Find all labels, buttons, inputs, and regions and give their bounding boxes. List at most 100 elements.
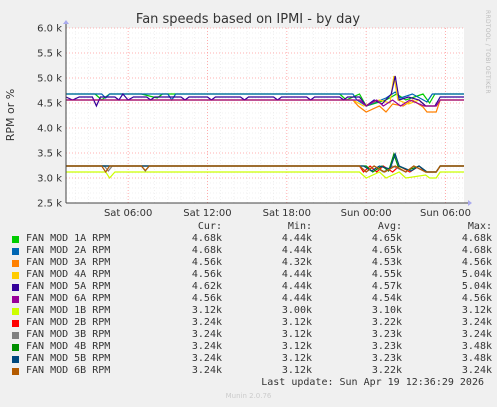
legend-row: FAN MOD 6B RPM 3.24k 3.12k 3.22k 3.24k [12, 365, 492, 377]
legend-cur: 4.56k [191, 269, 222, 280]
legend-cur: 4.62k [191, 281, 222, 292]
legend-min: 4.32k [281, 257, 312, 268]
x-tick-label: Sat 18:00 [263, 208, 311, 219]
legend-avg: 4.57k [371, 281, 402, 292]
legend-max: 3.24k [461, 329, 492, 340]
legend-avg: 4.55k [371, 269, 402, 280]
legend-header-avg: Avg: [377, 221, 402, 232]
legend-row: FAN MOD 3B RPM 3.24k 3.12k 3.23k 3.24k [12, 329, 492, 341]
legend-row: FAN MOD 5B RPM 3.24k 3.12k 3.23k 3.48k [12, 353, 492, 365]
y-axis-arrow [63, 20, 69, 24]
legend-avg: 4.65k [371, 233, 402, 244]
legend-series-name: FAN MOD 1B RPM [26, 305, 111, 316]
legend-swatch [12, 355, 19, 363]
legend-row: FAN MOD 2A RPM 4.68k 4.44k 4.65k 4.68k [12, 245, 492, 257]
legend-row: FAN MOD 5A RPM 4.62k 4.44k 4.57k 5.04k [12, 281, 492, 293]
legend-cur: 4.68k [191, 245, 222, 256]
legend-header-max: Max: [467, 221, 492, 232]
legend-max: 4.68k [461, 233, 492, 244]
legend-cur: 3.12k [191, 305, 222, 316]
legend-swatch [12, 307, 19, 315]
legend-min: 4.44k [281, 245, 312, 256]
series-line [66, 165, 464, 174]
legend-row: FAN MOD 1A RPM 4.68k 4.44k 4.65k 4.68k [12, 233, 492, 245]
legend-header: Cur: Min: Avg: Max: [12, 221, 492, 233]
x-tick-label: Sat 12:00 [183, 208, 231, 219]
legend-max: 4.68k [461, 245, 492, 256]
y-tick-labels: 2.5 k 3.0 k 3.5 k 4.0 k 4.5 k 5.0 k 5.5 k 6.0 k [37, 24, 62, 210]
legend-swatch [12, 271, 19, 279]
legend-swatch [12, 235, 19, 243]
legend-cur: 3.24k [191, 365, 222, 376]
legend-series-name: FAN MOD 2B RPM [26, 317, 111, 328]
legend-cur: 4.56k [191, 293, 222, 304]
legend-avg: 4.54k [371, 293, 402, 304]
legend-min: 4.44k [281, 233, 312, 244]
legend-swatch [12, 295, 19, 303]
legend-avg: 3.22k [371, 365, 402, 376]
legend-avg: 3.23k [371, 329, 402, 340]
series-lines [65, 75, 464, 179]
legend-row: FAN MOD 6A RPM 4.56k 4.44k 4.54k 4.56k [12, 293, 492, 305]
y-axis-label: RPM or % [4, 89, 17, 141]
legend-min: 4.44k [281, 269, 312, 280]
legend-min: 3.12k [281, 317, 312, 328]
legend-cur: 3.24k [191, 329, 222, 340]
legend-max: 3.12k [461, 305, 492, 316]
legend-max: 4.56k [461, 293, 492, 304]
legend-avg: 3.22k [371, 317, 402, 328]
legend-series-name: FAN MOD 5A RPM [26, 281, 111, 292]
x-tick-label: Sat 06:00 [104, 208, 152, 219]
legend-swatch [12, 283, 19, 291]
legend-row: FAN MOD 4B RPM 3.24k 3.12k 3.23k 3.48k [12, 341, 492, 353]
legend-series-name: FAN MOD 4B RPM [26, 341, 111, 352]
legend-avg: 3.10k [371, 305, 402, 316]
legend-series-name: FAN MOD 5B RPM [26, 353, 111, 364]
legend-min: 3.12k [281, 353, 312, 364]
y-tick-label: 4.0 k [37, 124, 62, 135]
y-tick-label: 4.5 k [37, 99, 62, 110]
x-tick-label: Sun 06:00 [420, 208, 471, 219]
legend-cur: 3.24k [191, 353, 222, 364]
legend-max: 3.24k [461, 365, 492, 376]
legend-max: 5.04k [461, 269, 492, 280]
legend-avg: 4.53k [371, 257, 402, 268]
y-tick-label: 3.0 k [37, 174, 62, 185]
y-tick-label: 2.5 k [37, 199, 62, 210]
legend-row: FAN MOD 3A RPM 4.56k 4.32k 4.53k 4.56k [12, 257, 492, 269]
x-tick-labels: Sat 06:00 Sat 12:00 Sat 18:00 Sun 00:00 Sun … [104, 208, 471, 219]
legend-min: 3.00k [281, 305, 312, 316]
legend-max: 5.04k [461, 281, 492, 292]
series-line [65, 75, 464, 108]
legend-swatch [12, 367, 19, 375]
legend-max: 3.48k [461, 353, 492, 364]
legend-header-cur: Cur: [197, 221, 222, 232]
legend-row: FAN MOD 4A RPM 4.56k 4.44k 4.55k 5.04k [12, 269, 492, 281]
y-tick-label: 6.0 k [37, 24, 62, 35]
legend-cur: 3.24k [191, 317, 222, 328]
legend-series-name: FAN MOD 3A RPM [26, 257, 111, 268]
legend-max: 3.24k [461, 317, 492, 328]
series-line [66, 171, 464, 179]
series-line [66, 99, 464, 107]
legend-max: 3.48k [461, 341, 492, 352]
x-axis-arrow [468, 200, 472, 206]
legend-header-min: Min: [287, 221, 312, 232]
y-tick-label: 5.5 k [37, 49, 62, 60]
legend-series-name: FAN MOD 4A RPM [26, 269, 111, 280]
legend-min: 3.12k [281, 329, 312, 340]
legend-avg: 4.65k [371, 245, 402, 256]
axes [63, 20, 472, 206]
legend-min: 4.44k [281, 281, 312, 292]
legend-series-name: FAN MOD 1A RPM [26, 233, 111, 244]
legend-cur: 4.68k [191, 233, 222, 244]
y-tick-label: 5.0 k [37, 74, 62, 85]
legend-series-name: FAN MOD 2A RPM [26, 245, 111, 256]
series-line [66, 99, 464, 113]
legend-rows: FAN MOD 1A RPM 4.68k 4.44k 4.65k 4.68k FAN MO… [12, 233, 492, 377]
legend-series-name: FAN MOD 6B RPM [26, 365, 111, 376]
legend-series-name: FAN MOD 3B RPM [26, 329, 111, 340]
x-tick-label: Sun 00:00 [341, 208, 392, 219]
legend-cur: 4.56k [191, 257, 222, 268]
